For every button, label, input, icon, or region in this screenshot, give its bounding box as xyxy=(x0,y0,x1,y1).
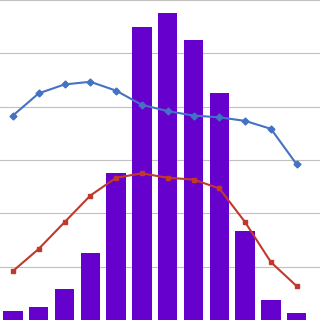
Bar xyxy=(287,313,307,320)
Bar xyxy=(261,300,281,320)
Bar xyxy=(55,289,74,320)
Bar xyxy=(210,93,229,320)
Bar xyxy=(81,253,100,320)
Bar xyxy=(107,173,126,320)
Bar xyxy=(236,231,255,320)
Bar xyxy=(29,307,48,320)
Bar xyxy=(158,13,177,320)
Bar xyxy=(132,27,152,320)
Bar xyxy=(184,40,203,320)
Bar xyxy=(3,311,23,320)
